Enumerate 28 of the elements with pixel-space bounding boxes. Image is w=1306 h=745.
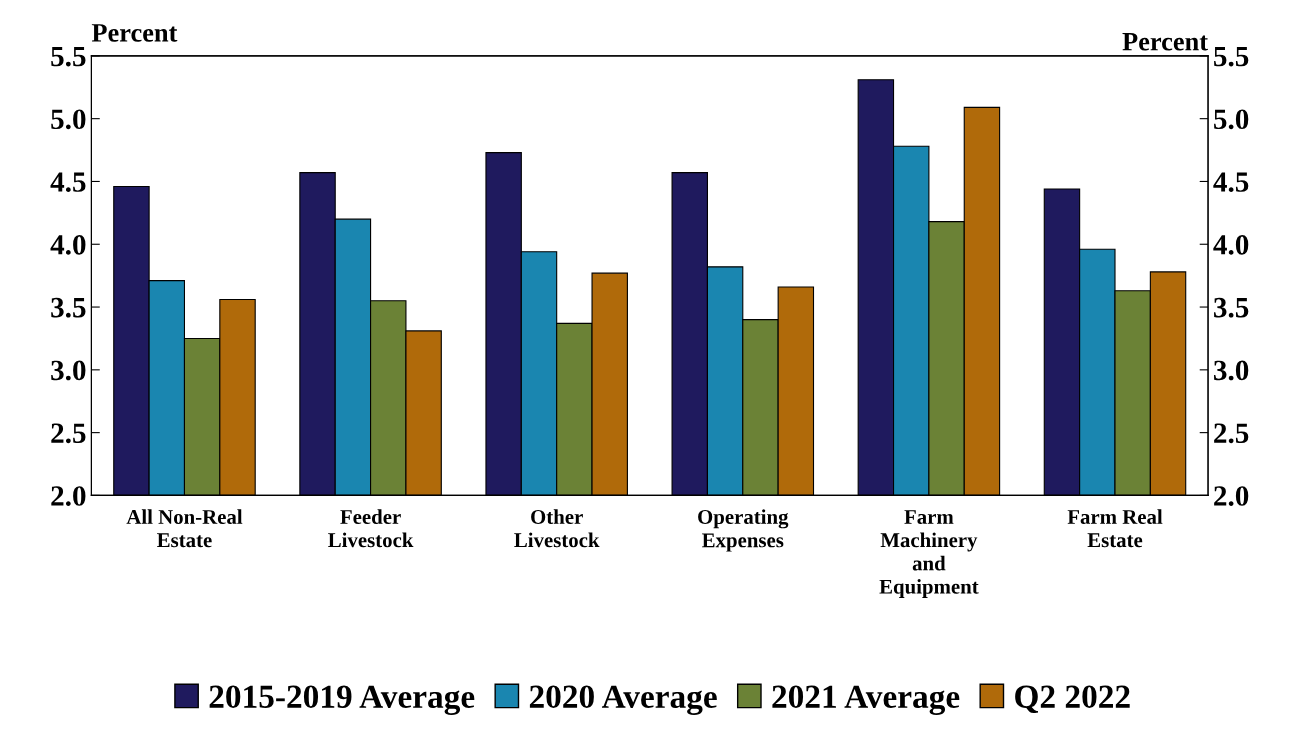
- x-tick-label: Farm Machinery and Equipment: [879, 510, 979, 598]
- y2-tick-label: 2.0: [1214, 486, 1249, 506]
- legend-label: 2020 Average: [529, 685, 717, 715]
- x-tick-label: Farm Real Estate: [1067, 509, 1163, 548]
- y-tick-label: 4.0: [50, 234, 86, 255]
- y-tick-label: 3.0: [51, 360, 86, 381]
- y-tick-label: 3.5: [51, 297, 86, 318]
- y2-tick-label: 5.0: [1214, 109, 1249, 130]
- legend-label: 2021 Average: [772, 685, 960, 715]
- y2-tick-label: 3.5: [1214, 297, 1249, 318]
- legend-label: Q2 2022: [1015, 685, 1130, 714]
- legend-label: 2015-2019 Average: [209, 685, 475, 715]
- y2-tick-label: 5.5: [1214, 46, 1249, 67]
- x-tick-label: All Non-Real Estate: [126, 509, 243, 548]
- y2-tick-label: 3.0: [1214, 360, 1249, 381]
- y-tick-label: 4.5: [50, 172, 86, 192]
- y-tick-label: 5.0: [51, 109, 86, 130]
- y2-tick-label: 4.0: [1213, 234, 1249, 255]
- y-tick-label: 2.0: [51, 486, 86, 506]
- x-tick-label: Feeder Livestock: [328, 509, 414, 548]
- y2-axis-title: Percent: [1122, 32, 1208, 51]
- x-tick-label: Other Livestock: [514, 509, 600, 548]
- y-tick-label: 2.5: [51, 423, 86, 444]
- y-tick-label: 5.5: [51, 46, 86, 67]
- x-tick-label: Operating Expenses: [698, 509, 789, 552]
- y2-tick-label: 2.5: [1214, 423, 1249, 444]
- y-axis-title: Percent: [91, 24, 178, 42]
- y2-tick-label: 4.5: [1213, 172, 1249, 192]
